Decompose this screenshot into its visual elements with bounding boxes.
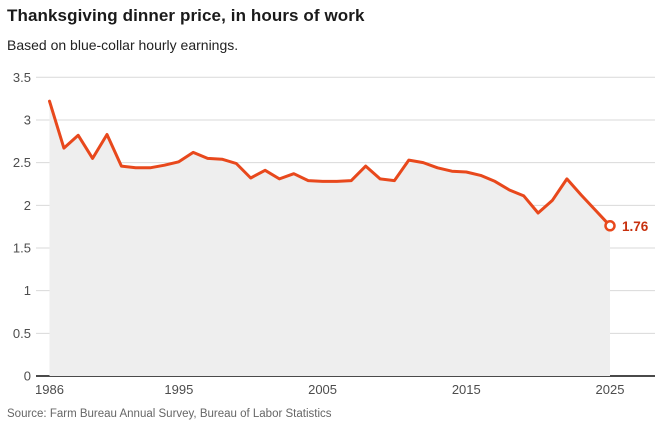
area-fill (49, 101, 610, 376)
y-tick-label: 3.5 (13, 70, 31, 85)
endpoint-value-label: 1.76 (622, 219, 649, 234)
y-tick-label: 1.5 (13, 240, 31, 255)
endpoint-marker (604, 220, 616, 232)
price-line (48, 99, 612, 228)
source-note: Source: Farm Bureau Annual Survey, Burea… (7, 408, 332, 420)
x-tick-label: 1995 (164, 382, 193, 397)
y-tick-label: 0.5 (13, 326, 31, 341)
y-tick-label: 3 (24, 112, 31, 127)
y-tick-label: 0 (24, 369, 31, 384)
x-tick-label: 2025 (596, 382, 625, 397)
y-tick-label: 1 (24, 283, 31, 298)
chart-subtitle: Based on blue-collar hourly earnings. (7, 37, 239, 53)
x-tick-label: 2015 (452, 382, 481, 397)
x-tick-label: 1986 (35, 382, 64, 397)
y-tick-label: 2 (24, 198, 31, 213)
y-tick-label: 2.5 (13, 155, 31, 170)
chart-title: Thanksgiving dinner price, in hours of w… (7, 6, 365, 25)
chart-header: Thanksgiving dinner price, in hours of w… (7, 6, 652, 53)
x-tick-label: 2005 (308, 382, 337, 397)
